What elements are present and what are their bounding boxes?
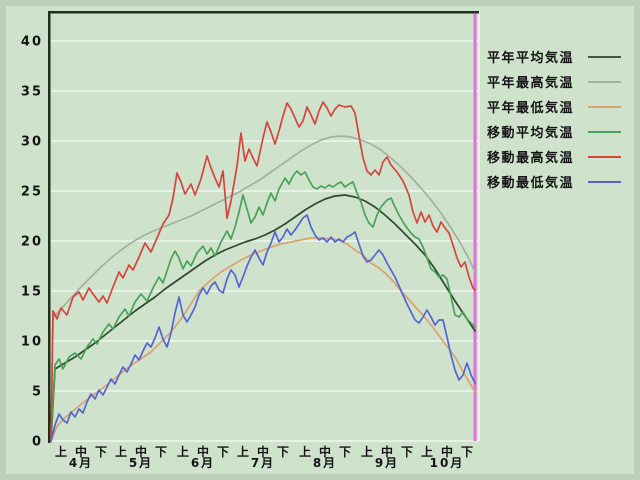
y-tick-label-30: 30 (21, 135, 43, 150)
x-tick-period-label: 上 (361, 444, 373, 459)
series-line-2 (50, 237, 476, 442)
y-tick-label-5: 5 (32, 385, 43, 400)
x-tick-period-label: 下 (461, 445, 473, 459)
x-tick-period-label: 中 (197, 444, 209, 459)
x-tick-period-label: 上 (177, 444, 189, 459)
line-swatch-icon (588, 105, 622, 108)
legend-label: 移動最低気温 (487, 176, 575, 191)
series-line-3 (50, 170, 476, 442)
legend-label: 平年最高気温 (487, 76, 575, 91)
legend-label: 移動平均気温 (487, 126, 575, 141)
chart-legend: 平年平均気温 平年最高気温 平年最低気温 移動平均気温 移動最高気温 移動最低気… (487, 44, 629, 194)
x-tick-period-label: 下 (277, 445, 289, 459)
legend-item-heinen-heikin: 平年平均気温 (487, 44, 629, 69)
x-tick-period-label: 中 (381, 444, 393, 459)
y-tick-label-10: 10 (21, 335, 43, 350)
x-tick-period-label: 下 (339, 445, 351, 459)
line-swatch-icon (588, 180, 622, 183)
x-tick-month-label: 5月 (129, 456, 153, 470)
legend-label: 移動最高気温 (487, 151, 575, 166)
legend-item-idou-saikou: 移動最高気温 (487, 144, 629, 169)
x-tick-period-label: 中 (257, 444, 269, 459)
legend-item-heinen-saikou: 平年最高気温 (487, 69, 629, 94)
y-tick-label-15: 15 (21, 285, 43, 300)
x-tick-period-label: 中 (319, 444, 331, 459)
x-tick-month-label: 4月 (69, 456, 93, 470)
x-tick-period-label: 下 (217, 445, 229, 459)
x-tick-month-label: 10月 (430, 456, 465, 470)
series-line-0 (50, 194, 476, 442)
y-axis-line (48, 11, 51, 443)
x-tick-period-label: 中 (135, 444, 147, 459)
legend-item-heinen-saitei: 平年最低気温 (487, 94, 629, 119)
series-line-4 (50, 101, 476, 442)
x-tick-month-label: 9月 (375, 456, 399, 470)
x-tick-period-label: 下 (155, 445, 167, 459)
y-tick-label-25: 25 (21, 185, 43, 200)
x-tick-period-label: 上 (299, 444, 311, 459)
legend-item-idou-saitei: 移動最低気温 (487, 169, 629, 194)
line-swatch-icon (588, 80, 622, 83)
legend-label: 平年平均気温 (487, 51, 575, 66)
y-tick-label-35: 35 (21, 85, 43, 100)
legend-item-idou-heikin: 移動平均気温 (487, 119, 629, 144)
x-tick-month-label: 8月 (313, 456, 337, 470)
line-swatch-icon (588, 130, 622, 133)
x-tick-period-label: 中 (441, 444, 453, 459)
x-tick-period-label: 中 (75, 444, 87, 459)
x-tick-period-label: 下 (95, 445, 107, 459)
x-tick-month-label: 6月 (191, 456, 215, 470)
x-tick-period-label: 上 (115, 444, 127, 459)
x-tick-period-label: 下 (401, 445, 413, 459)
line-swatch-icon (588, 155, 622, 158)
x-tick-period-label: 上 (237, 444, 249, 459)
series-line-5 (50, 214, 476, 442)
y-tick-label-40: 40 (21, 35, 43, 50)
y-tick-label-20: 20 (21, 235, 43, 250)
plot-top-border (48, 11, 479, 14)
x-tick-month-label: 7月 (251, 456, 275, 470)
y-tick-label-0: 0 (32, 435, 43, 450)
series-line-1 (50, 135, 476, 442)
line-swatch-icon (588, 55, 622, 58)
x-tick-period-label: 上 (421, 444, 433, 459)
x-tick-period-label: 上 (55, 444, 67, 459)
legend-label: 平年最低気温 (487, 101, 575, 116)
